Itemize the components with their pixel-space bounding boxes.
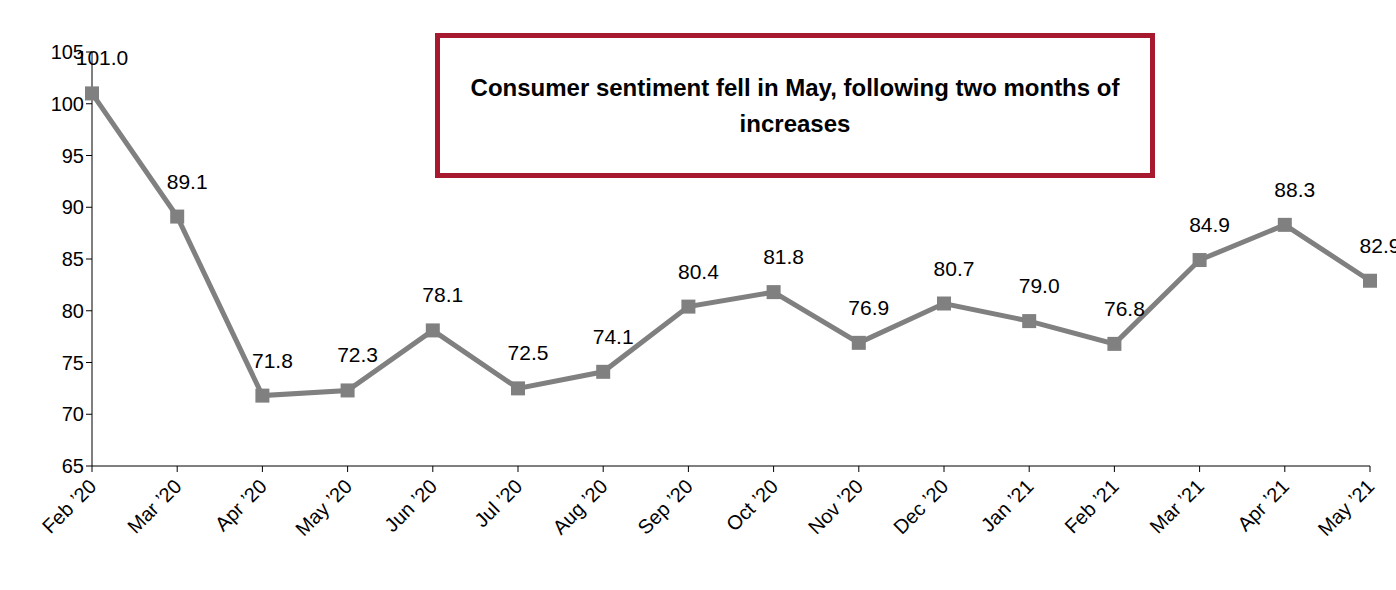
svg-text:Apr ’20: Apr ’20 [211, 475, 271, 535]
svg-text:Feb ’21: Feb ’21 [1060, 475, 1123, 538]
svg-text:72.3: 72.3 [337, 343, 378, 366]
svg-text:84.9: 84.9 [1189, 213, 1230, 236]
svg-text:75: 75 [62, 352, 84, 374]
svg-text:88.3: 88.3 [1274, 178, 1315, 201]
svg-text:71.8: 71.8 [252, 349, 293, 372]
svg-text:90: 90 [62, 196, 84, 218]
svg-text:81.8: 81.8 [763, 245, 804, 268]
svg-text:Mar ’21: Mar ’21 [1145, 475, 1208, 538]
svg-text:80.7: 80.7 [934, 257, 975, 280]
svg-text:78.1: 78.1 [422, 283, 463, 306]
svg-text:Jul ’20: Jul ’20 [470, 475, 526, 531]
html-text:Consumer sentiment fell in May: Consumer sentiment fell in May, followin… [470, 73, 1120, 137]
svg-text:79.0: 79.0 [1019, 274, 1060, 297]
svg-text:80.4: 80.4 [678, 260, 719, 283]
svg-text:Apr ’21: Apr ’21 [1233, 475, 1293, 535]
svg-text:May ’21: May ’21 [1313, 475, 1378, 540]
svg-text:100: 100 [51, 93, 84, 115]
svg-text:85: 85 [62, 248, 84, 270]
svg-text:89.1: 89.1 [167, 170, 208, 193]
svg-text:Jan ’21: Jan ’21 [977, 475, 1038, 536]
svg-text:74.1: 74.1 [593, 325, 634, 348]
svg-text:Mar ’20: Mar ’20 [123, 475, 186, 538]
svg-text:82.9: 82.9 [1360, 234, 1388, 257]
svg-text:76.8: 76.8 [1104, 297, 1145, 320]
svg-text:Jun ’20: Jun ’20 [380, 475, 441, 536]
svg-text:Feb ’20: Feb ’20 [38, 475, 101, 538]
svg-text:101.0: 101.0 [76, 46, 129, 69]
svg-text:70: 70 [62, 403, 84, 425]
svg-text:Sep ’20: Sep ’20 [633, 475, 697, 539]
svg-text:95: 95 [62, 145, 84, 167]
svg-text:Oct ’20: Oct ’20 [722, 475, 782, 535]
svg-text:80: 80 [62, 300, 84, 322]
svg-text:Nov ’20: Nov ’20 [804, 475, 868, 539]
svg-text:May ’20: May ’20 [291, 475, 356, 540]
svg-text:72.5: 72.5 [508, 341, 549, 364]
svg-text:65: 65 [62, 455, 84, 477]
svg-text:Dec ’20: Dec ’20 [889, 475, 953, 539]
svg-text:Aug ’20: Aug ’20 [548, 475, 612, 539]
svg-text:76.9: 76.9 [848, 296, 889, 319]
svg-text:105: 105 [50, 41, 84, 64]
